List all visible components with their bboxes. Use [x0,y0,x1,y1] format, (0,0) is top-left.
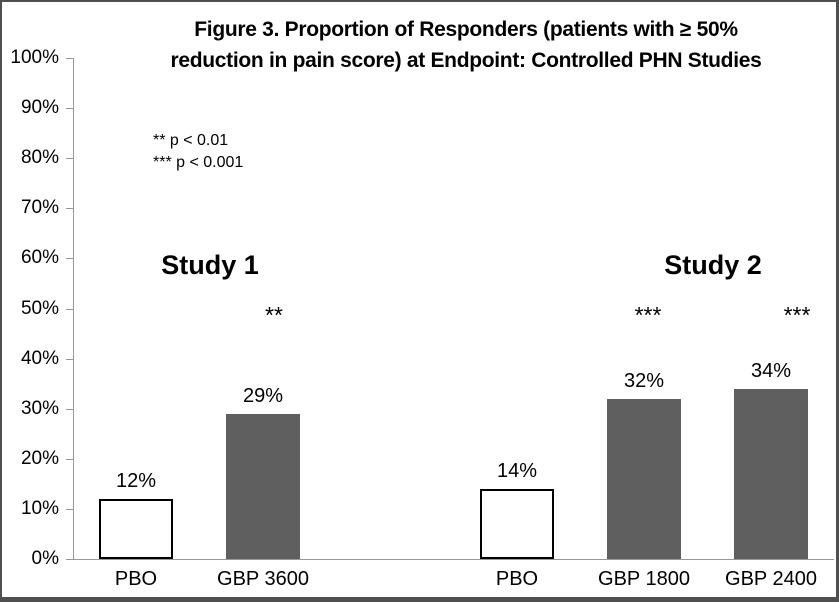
x-category-label: GBP 3600 [217,568,309,590]
bar-value-label: 29% [242,384,284,407]
y-axis-tick [66,358,73,360]
y-axis-tick [66,408,73,410]
bar-value-label: 34% [750,359,792,382]
x-category-label: PBO [495,568,539,590]
y-tick-label: 10% [20,497,59,519]
y-tick-label: 40% [20,347,59,369]
y-axis-tick [66,258,73,260]
significance-note-line-1: ** p < 0.01 [153,132,229,149]
bar-pbo [99,498,173,559]
bar-pbo [480,488,554,559]
bar-gbp-2400 [734,388,808,559]
bar-gbp-3600 [226,413,300,559]
x-category-label: GBP 2400 [725,568,817,590]
y-axis-tick [66,508,73,510]
bar-value-label: 32% [623,369,665,392]
x-axis-line [73,559,834,560]
y-tick-label: 90% [20,97,59,119]
significance-stars: *** [783,302,811,328]
y-tick-label: 0% [31,548,59,569]
x-category-label: GBP 1800 [598,568,690,590]
y-tick-label: 80% [20,147,59,169]
bar-gbp-1800 [607,398,681,559]
y-tick-label: 50% [20,297,59,319]
y-axis-tick [66,308,73,310]
y-tick-label: 30% [20,397,59,419]
y-axis-tick [66,58,73,59]
y-axis-tick [66,108,73,110]
bar-value-label: 14% [496,459,538,482]
y-axis-tick [66,158,73,160]
significance-stars: ** [265,302,283,328]
chart-title-line-2: reduction in pain score) at Endpoint: Co… [170,49,762,72]
chart-title-line-1: Figure 3. Proportion of Responders (pati… [194,18,738,41]
chart-title: Figure 3. Proportion of Responders (pati… [86,14,836,76]
significance-stars: *** [634,302,662,328]
y-axis-tick [66,559,73,560]
significance-note-line-2: *** p < 0.001 [153,154,244,171]
y-tick-label: 100% [10,47,59,68]
x-category-label: PBO [114,568,158,590]
y-tick-label: 70% [20,197,59,219]
study-2-label: Study 2 [664,250,762,280]
significance-note: ** p < 0.01 *** p < 0.001 [153,130,243,174]
y-tick-label: 20% [20,447,59,469]
bar-value-label: 12% [115,469,157,492]
y-tick-label: 60% [20,247,59,269]
study-1-label: Study 1 [161,250,259,280]
y-axis-line [73,58,74,560]
y-axis-tick [66,208,73,210]
y-axis-tick [66,458,73,460]
